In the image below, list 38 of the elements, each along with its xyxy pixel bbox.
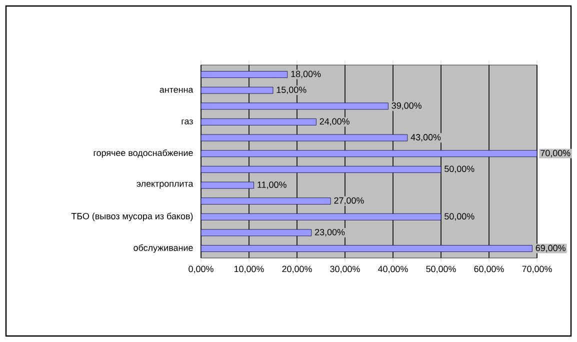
- bar: [200, 245, 532, 252]
- x-tick-label: 10,00%: [234, 266, 264, 274]
- data-label: 69,00%: [536, 244, 566, 252]
- y-tick-label: антенна: [160, 88, 194, 93]
- data-label: 39,00%: [392, 102, 422, 110]
- y-tick-label: электроплита: [136, 182, 194, 189]
- bar: [200, 182, 254, 189]
- bar: [200, 71, 288, 78]
- x-tick-label: 20,00%: [282, 266, 312, 274]
- data-label: 50,00%: [444, 213, 474, 221]
- bar: [200, 166, 442, 173]
- x-tick-label: 30,00%: [330, 266, 360, 274]
- data-label: 50,00%: [444, 166, 474, 174]
- bar: [200, 198, 331, 204]
- data-label: 43,00%: [410, 134, 441, 142]
- data-label: 18,00%: [291, 70, 321, 78]
- data-label: 23,00%: [315, 228, 345, 236]
- data-label: 11,00%: [258, 182, 286, 189]
- x-tick-label: 0,00%: [188, 266, 214, 274]
- data-label: 70,00%: [540, 150, 570, 158]
- data-label: 15,00%: [276, 86, 306, 94]
- y-tick-label: ТБО (вывоз мусора из баков): [71, 212, 193, 222]
- bar: [200, 118, 316, 126]
- bar: [200, 86, 274, 94]
- bar: [200, 134, 408, 142]
- data-label: 27,00%: [334, 197, 364, 205]
- x-tick-label: 40,00%: [378, 266, 408, 274]
- x-tick-label: 70,00%: [522, 266, 552, 274]
- bar: [200, 213, 442, 220]
- bar: [200, 150, 538, 158]
- x-tick-label: 50,00%: [426, 266, 456, 274]
- y-tick-label: обслуживание: [134, 244, 193, 253]
- bar: [200, 229, 312, 236]
- y-tick-label: газ: [182, 119, 193, 124]
- bar: [200, 102, 388, 110]
- data-label: 24,00%: [320, 118, 350, 126]
- x-tick-label: 60,00%: [474, 266, 504, 274]
- y-tick-label: горячее водоснабжение: [94, 149, 193, 158]
